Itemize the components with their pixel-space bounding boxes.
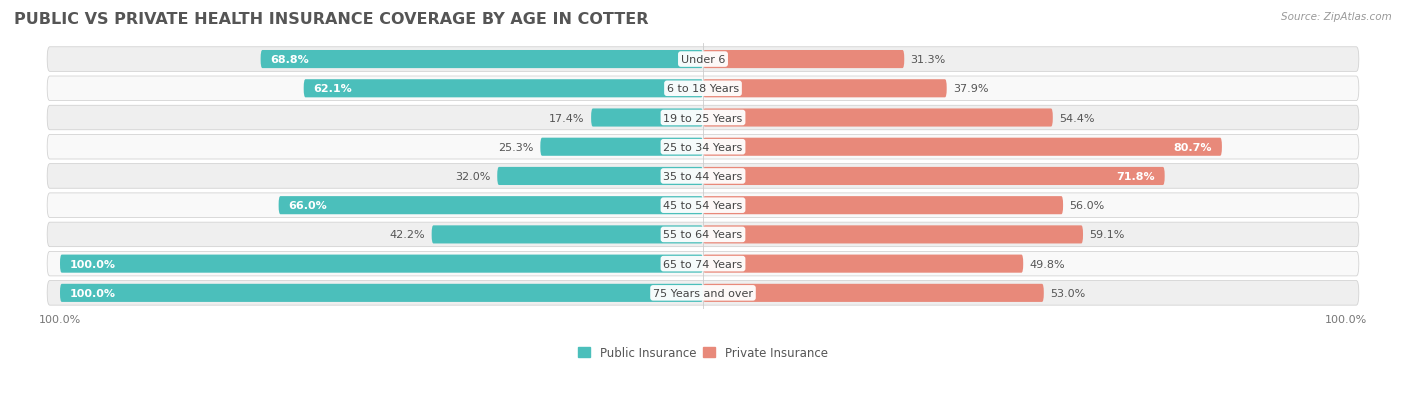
- Text: 31.3%: 31.3%: [911, 55, 946, 65]
- FancyBboxPatch shape: [48, 164, 1358, 189]
- Text: 65 to 74 Years: 65 to 74 Years: [664, 259, 742, 269]
- Text: 6 to 18 Years: 6 to 18 Years: [666, 84, 740, 94]
- FancyBboxPatch shape: [48, 193, 1358, 218]
- FancyBboxPatch shape: [48, 77, 1358, 101]
- FancyBboxPatch shape: [703, 226, 1083, 244]
- FancyBboxPatch shape: [48, 135, 1358, 159]
- Text: 54.4%: 54.4%: [1059, 113, 1095, 123]
- FancyBboxPatch shape: [304, 80, 703, 98]
- Legend: Public Insurance, Private Insurance: Public Insurance, Private Insurance: [576, 344, 830, 362]
- Text: Source: ZipAtlas.com: Source: ZipAtlas.com: [1281, 12, 1392, 22]
- Text: 75 Years and over: 75 Years and over: [652, 288, 754, 298]
- FancyBboxPatch shape: [48, 252, 1358, 276]
- Text: 66.0%: 66.0%: [288, 201, 328, 211]
- FancyBboxPatch shape: [48, 281, 1358, 305]
- FancyBboxPatch shape: [498, 168, 703, 185]
- FancyBboxPatch shape: [703, 197, 1063, 215]
- Text: 55 to 64 Years: 55 to 64 Years: [664, 230, 742, 240]
- FancyBboxPatch shape: [540, 138, 703, 157]
- Text: 59.1%: 59.1%: [1090, 230, 1125, 240]
- Text: 25 to 34 Years: 25 to 34 Years: [664, 142, 742, 152]
- Text: 25.3%: 25.3%: [499, 142, 534, 152]
- FancyBboxPatch shape: [703, 51, 904, 69]
- Text: 68.8%: 68.8%: [270, 55, 309, 65]
- Text: 80.7%: 80.7%: [1174, 142, 1212, 152]
- Text: 32.0%: 32.0%: [456, 171, 491, 182]
- FancyBboxPatch shape: [260, 51, 703, 69]
- Text: 71.8%: 71.8%: [1116, 171, 1154, 182]
- FancyBboxPatch shape: [48, 223, 1358, 247]
- Text: 45 to 54 Years: 45 to 54 Years: [664, 201, 742, 211]
- FancyBboxPatch shape: [48, 106, 1358, 131]
- FancyBboxPatch shape: [432, 226, 703, 244]
- Text: 62.1%: 62.1%: [314, 84, 352, 94]
- Text: Under 6: Under 6: [681, 55, 725, 65]
- FancyBboxPatch shape: [703, 109, 1053, 127]
- FancyBboxPatch shape: [703, 255, 1024, 273]
- Text: 100.0%: 100.0%: [70, 259, 115, 269]
- FancyBboxPatch shape: [60, 284, 703, 302]
- Text: 42.2%: 42.2%: [389, 230, 425, 240]
- FancyBboxPatch shape: [703, 284, 1043, 302]
- Text: 56.0%: 56.0%: [1070, 201, 1105, 211]
- Text: 100.0%: 100.0%: [70, 288, 115, 298]
- Text: 49.8%: 49.8%: [1029, 259, 1066, 269]
- Text: 19 to 25 Years: 19 to 25 Years: [664, 113, 742, 123]
- Text: 35 to 44 Years: 35 to 44 Years: [664, 171, 742, 182]
- Text: PUBLIC VS PRIVATE HEALTH INSURANCE COVERAGE BY AGE IN COTTER: PUBLIC VS PRIVATE HEALTH INSURANCE COVER…: [14, 12, 648, 27]
- FancyBboxPatch shape: [278, 197, 703, 215]
- Text: 17.4%: 17.4%: [550, 113, 585, 123]
- FancyBboxPatch shape: [703, 168, 1164, 185]
- FancyBboxPatch shape: [703, 80, 946, 98]
- FancyBboxPatch shape: [60, 255, 703, 273]
- FancyBboxPatch shape: [703, 138, 1222, 157]
- Text: 53.0%: 53.0%: [1050, 288, 1085, 298]
- FancyBboxPatch shape: [591, 109, 703, 127]
- FancyBboxPatch shape: [48, 47, 1358, 72]
- Text: 37.9%: 37.9%: [953, 84, 988, 94]
